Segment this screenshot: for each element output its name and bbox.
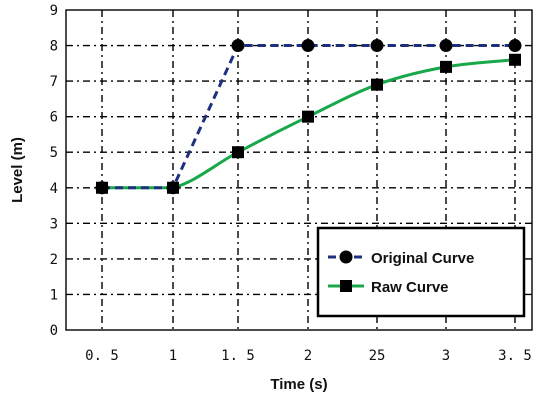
original-curve-marker (301, 39, 315, 53)
original-curve-marker (439, 39, 453, 53)
y-axis-label: Level (m) (9, 137, 26, 203)
series (95, 39, 522, 195)
y-tick-label: 2 (50, 252, 58, 268)
legend-label-raw: Raw Curve (371, 279, 449, 296)
x-tick-label: 3 (442, 348, 450, 364)
raw-curve-marker (509, 53, 521, 66)
x-tick-label: 2 (304, 348, 312, 364)
legend-marker-original (339, 250, 353, 264)
legend: Original Curve Raw Curve (316, 226, 526, 318)
y-axis-ticks: 0 1 2 3 4 5 6 7 8 9 (50, 3, 58, 339)
original-curve-marker (166, 181, 180, 195)
y-tick-label: 7 (50, 74, 58, 90)
y-tick-label: 1 (50, 287, 58, 303)
x-tick-label: 0. 5 (85, 348, 119, 364)
x-tick-label: 25 (369, 348, 386, 364)
legend-label-original: Original Curve (371, 250, 474, 267)
plot-frame (65, 9, 533, 331)
y-tick-label: 8 (50, 39, 58, 55)
y-tick-label: 9 (50, 3, 58, 19)
raw-curve-marker (371, 78, 383, 91)
x-tick-label: 3. 5 (498, 348, 532, 364)
x-tick-label: 1 (169, 348, 177, 364)
x-axis-label: Time (s) (270, 376, 327, 393)
y-tick-label: 5 (50, 145, 58, 161)
y-tick-label: 6 (50, 110, 58, 126)
y-tick-label: 4 (50, 181, 58, 197)
y-tick-label: 3 (50, 216, 58, 232)
original-curve-marker (508, 39, 522, 53)
x-tick-label: 1. 5 (221, 348, 255, 364)
x-axis-ticks: 0. 5 1 1. 5 2 25 3 3. 5 (85, 348, 532, 364)
raw-curve-marker (232, 146, 244, 159)
original-curve-marker (231, 39, 245, 53)
raw-curve-marker (440, 60, 452, 73)
raw-curve-marker (302, 110, 314, 123)
legend-box (316, 226, 526, 318)
original-curve-marker (95, 181, 109, 195)
y-tick-label: 0 (50, 323, 58, 339)
original-curve-marker (370, 39, 384, 53)
legend-marker-raw (340, 280, 352, 292)
